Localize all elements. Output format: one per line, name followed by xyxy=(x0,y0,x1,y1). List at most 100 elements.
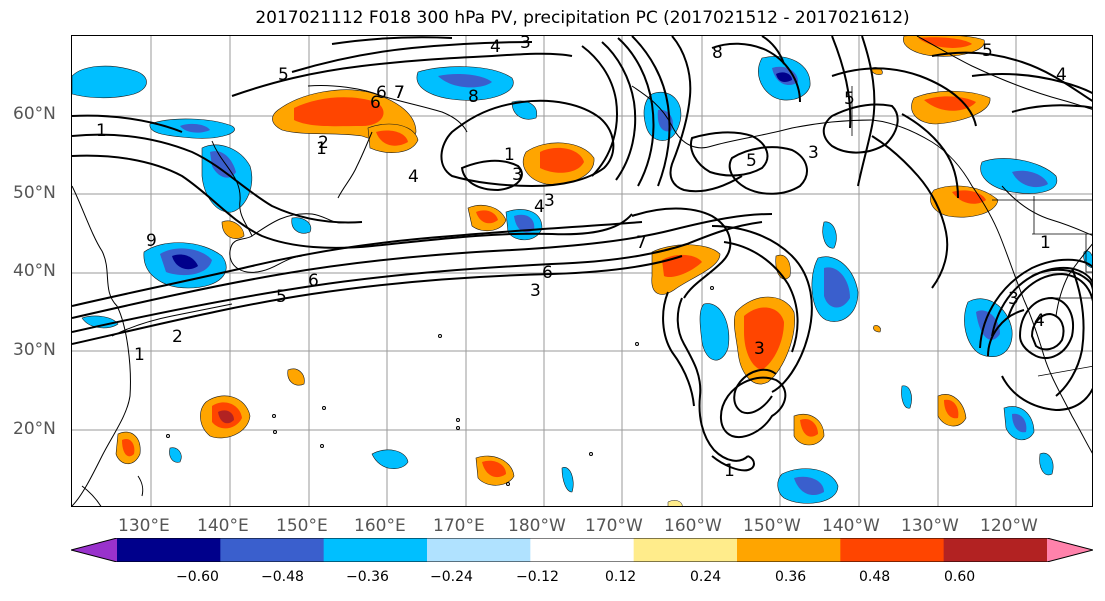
pos-patch xyxy=(122,438,135,457)
neg-patch xyxy=(776,72,792,82)
neg-patch xyxy=(1012,413,1027,433)
neg-patch xyxy=(438,74,492,88)
colorbar-segment xyxy=(737,538,841,562)
colorbar-extend-max xyxy=(1047,538,1093,562)
map-title: 2017021112 F018 300 hPa PV, precipitatio… xyxy=(255,8,910,28)
pos-patch xyxy=(744,307,784,370)
contour-label: 3 xyxy=(1008,289,1019,309)
contour-label: 4 xyxy=(1034,311,1045,331)
contour-label: 1 xyxy=(134,345,145,365)
neg-patch xyxy=(794,476,824,496)
lon-label-130w: 130°W xyxy=(901,516,959,536)
colorbar-tick: 0.48 xyxy=(859,569,891,585)
contour-label: 1 xyxy=(724,461,735,481)
lon-label-160e: 160°E xyxy=(354,516,406,536)
lon-label-170e: 170°E xyxy=(433,516,485,536)
colorbar-segment xyxy=(530,538,635,562)
contour-label: 3 xyxy=(520,36,531,53)
colorbar-tick: 0.36 xyxy=(775,569,807,585)
pos-patch xyxy=(294,97,384,127)
neg-patch xyxy=(291,217,312,234)
contour-label: 8 xyxy=(712,43,723,63)
contour-label: 8 xyxy=(468,87,479,107)
colorbar-segment xyxy=(220,538,325,562)
lat-label-20n: 20°N xyxy=(13,419,56,439)
contour-label: 4 xyxy=(408,167,419,187)
political-borders xyxy=(851,86,1092,377)
contour-label: 5 xyxy=(844,89,855,109)
neg-patch xyxy=(172,254,198,270)
contour-label: 7 xyxy=(636,233,647,253)
contour-label: 3 xyxy=(808,143,819,163)
colorbar-tick: 0.60 xyxy=(944,569,976,585)
colorbar xyxy=(71,538,1093,562)
contour-label: 5 xyxy=(276,287,287,307)
lon-label-180w: 180°W xyxy=(508,516,566,536)
contour-label: 7 xyxy=(394,83,405,103)
contour-label: 1 xyxy=(504,145,515,165)
colorbar-tick: −0.48 xyxy=(261,569,304,585)
lon-label-140e: 140°E xyxy=(197,516,249,536)
lat-label-50n: 50°N xyxy=(13,183,56,203)
lon-label-150e: 150°E xyxy=(276,516,328,536)
pos-patch xyxy=(667,500,683,506)
pos-patch xyxy=(482,460,506,478)
contour-label: 5 xyxy=(746,151,757,171)
lon-label-130e: 130°E xyxy=(118,516,170,536)
lon-label-120w: 120°W xyxy=(980,516,1038,536)
lon-label-160w: 160°W xyxy=(664,516,722,536)
contour-label: 6 xyxy=(308,271,319,291)
colorbar-segment xyxy=(840,538,945,562)
precip-shading xyxy=(72,36,1092,506)
pos-patch xyxy=(476,210,498,224)
contour-label: 5 xyxy=(278,65,289,85)
neg-patch xyxy=(699,303,730,361)
colorbar-tick: 0.24 xyxy=(690,569,722,585)
pos-patch xyxy=(873,325,881,333)
contour-label: 4 xyxy=(534,197,545,217)
colorbar-segment xyxy=(943,538,1048,562)
pos-patch xyxy=(944,399,959,419)
colorbar-segment xyxy=(323,538,428,562)
neg-patch xyxy=(210,151,236,178)
neg-patch xyxy=(180,123,210,133)
neg-patch xyxy=(72,65,147,99)
neg-patch xyxy=(169,447,182,463)
neg-patch xyxy=(514,214,535,233)
neg-patch xyxy=(371,449,409,469)
contour-label: 9 xyxy=(146,231,157,251)
contour-label: 3 xyxy=(544,191,555,211)
pv-contours xyxy=(72,36,1092,472)
lon-label-140w: 140°W xyxy=(822,516,880,536)
contour-label: 1 xyxy=(96,121,107,141)
neg-patch xyxy=(1012,170,1048,188)
colorbar-segment xyxy=(427,538,531,562)
contour-label: 1 xyxy=(316,139,327,159)
contour-label: 4 xyxy=(490,37,501,57)
lat-label-40n: 40°N xyxy=(13,261,56,281)
pos-patch xyxy=(924,96,976,111)
pos-patch xyxy=(218,410,234,424)
pos-patch xyxy=(376,130,408,146)
contour-label: 3 xyxy=(530,281,541,301)
contour-label: 1 xyxy=(1040,233,1051,253)
pos-patch xyxy=(287,368,305,386)
contour-label: 3 xyxy=(754,339,765,359)
map-panel: 4 3 6 7 8 5 6 7 1 2 1 3 4 1 8 5 5 3 4 3 … xyxy=(71,35,1093,507)
contour-label: 7 xyxy=(394,83,405,103)
colorbar-segment xyxy=(117,538,221,562)
colorbar-extend-min xyxy=(71,538,117,562)
neg-patch xyxy=(81,315,119,329)
contour-label: 5 xyxy=(982,41,993,61)
neg-patch xyxy=(901,385,912,409)
contour-label: 4 xyxy=(1056,65,1067,85)
contour-label: 6 xyxy=(542,263,553,283)
colorbar-tick: −0.36 xyxy=(346,569,389,585)
pos-patch xyxy=(221,220,245,239)
neg-patch xyxy=(1039,452,1054,476)
colorbar-tick: −0.60 xyxy=(176,569,219,585)
lon-label-170w: 170°W xyxy=(585,516,643,536)
colorbar-tick: 0.12 xyxy=(605,569,637,585)
neg-patch xyxy=(561,467,574,493)
map-plot: 4 3 6 7 8 5 6 7 1 2 1 3 4 1 8 5 5 3 4 3 … xyxy=(72,36,1092,506)
